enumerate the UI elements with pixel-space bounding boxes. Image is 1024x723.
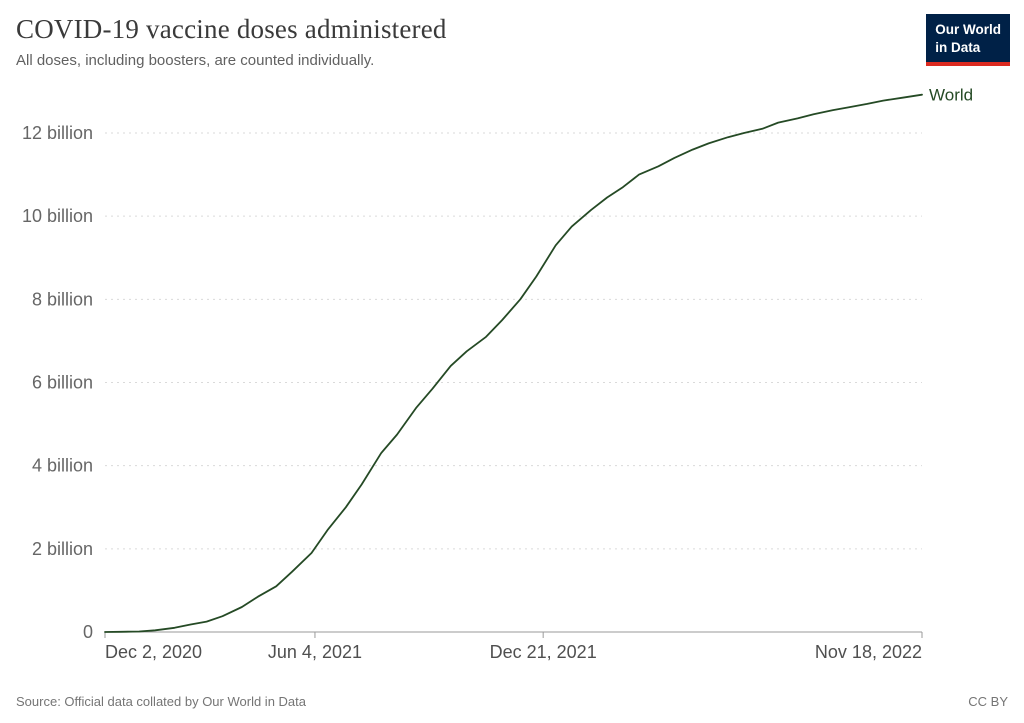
y-axis-tick-label: 8 billion — [32, 289, 93, 309]
owid-logo[interactable]: Our World in Data — [926, 14, 1010, 67]
y-axis-tick-label: 2 billion — [32, 539, 93, 559]
series-end-label[interactable]: World — [929, 86, 973, 105]
source-note: Source: Official data collated by Our Wo… — [16, 694, 306, 709]
x-axis-tick-label: Dec 2, 2020 — [105, 642, 202, 662]
y-axis-tick-label: 10 billion — [22, 206, 93, 226]
x-axis-tick-label: Nov 18, 2022 — [815, 642, 922, 662]
x-axis-tick-label: Jun 4, 2021 — [268, 642, 362, 662]
chart-footer: Source: Official data collated by Our Wo… — [16, 694, 1008, 709]
license-link[interactable]: CC BY — [968, 694, 1008, 709]
chart-area[interactable]: 0 2 billion 4 billion 6 billion 8 billion 10 … — [0, 85, 1024, 675]
owid-logo-line2: in Data — [935, 39, 981, 55]
chart-subtitle: All doses, including boosters, are count… — [16, 52, 375, 69]
line-chart[interactable]: 0 2 billion 4 billion 6 billion 8 billion 10 … — [0, 85, 1024, 675]
chart-header: COVID-19 vaccine doses administered All … — [16, 14, 447, 69]
series-line-world[interactable] — [104, 93, 923, 633]
y-axis-tick-label: 4 billion — [32, 456, 93, 476]
page-title: COVID-19 vaccine doses administered — [16, 14, 447, 44]
x-axis-tick-label: Dec 21, 2021 — [490, 642, 597, 662]
y-axis-tick-label: 12 billion — [22, 123, 93, 143]
y-axis-tick-label: 0 — [83, 622, 93, 642]
owid-logo-line1: Our World — [935, 22, 1001, 37]
y-axis-tick-label: 6 billion — [32, 373, 93, 393]
